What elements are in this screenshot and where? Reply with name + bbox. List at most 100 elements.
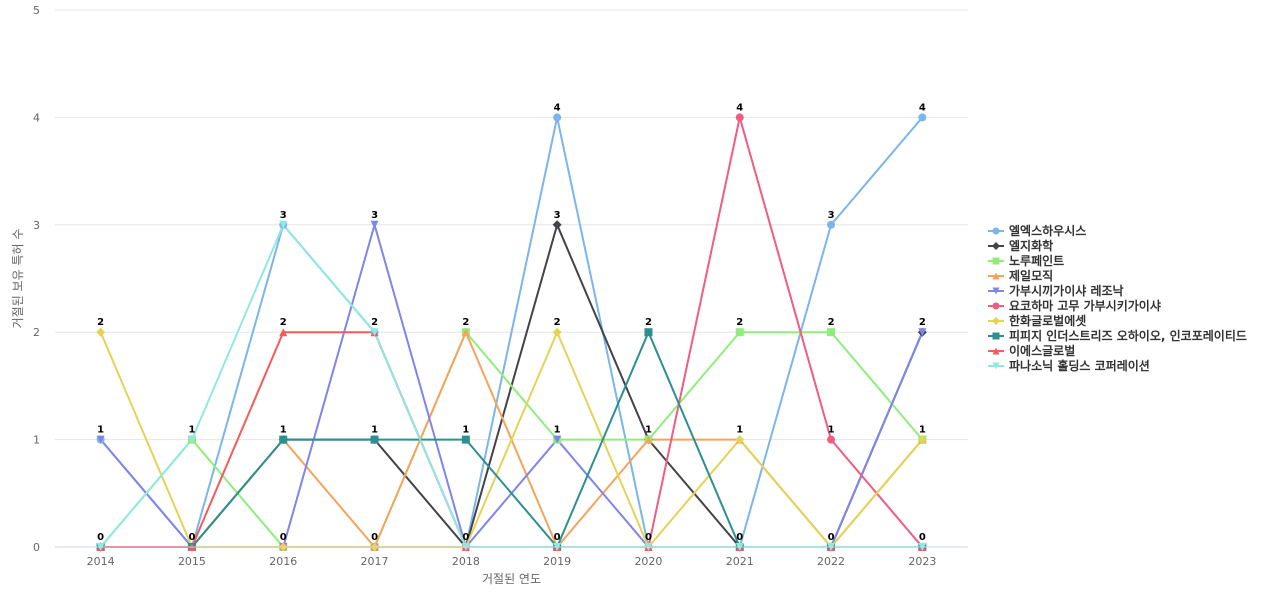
legend-item[interactable]: 엘지화학 xyxy=(988,238,1053,253)
data-label: 2 xyxy=(919,317,926,328)
data-point[interactable] xyxy=(735,328,744,337)
data-point[interactable] xyxy=(370,220,379,229)
y-axis-title: 거절된 보유 특허 수 xyxy=(11,229,25,329)
data-point[interactable] xyxy=(918,113,927,122)
data-label: 1 xyxy=(462,425,469,436)
data-point[interactable] xyxy=(370,435,379,444)
x-axis-title: 거절된 연도 xyxy=(482,572,541,586)
data-label: 2 xyxy=(828,317,835,328)
y-tick-label: 0 xyxy=(33,541,40,554)
x-tick-label: 2020 xyxy=(634,555,662,568)
legend-label: 제일모직 xyxy=(1009,268,1053,283)
data-label: 2 xyxy=(645,317,652,328)
x-tick-label: 2021 xyxy=(726,555,754,568)
legend-label: 한화글로벌에셋 xyxy=(1009,313,1086,328)
data-label: 4 xyxy=(554,102,561,113)
legend-label: 요코하마 고무 가부시키가이샤 xyxy=(1009,298,1161,313)
data-point[interactable] xyxy=(279,328,288,337)
data-label: 0 xyxy=(828,532,835,543)
data-point[interactable] xyxy=(827,435,836,444)
legend-item[interactable]: 요코하마 고무 가부시키가이샤 xyxy=(988,298,1161,313)
y-tick-label: 4 xyxy=(33,111,40,124)
data-point[interactable] xyxy=(96,435,105,444)
legend-marker[interactable] xyxy=(992,257,1000,265)
data-point[interactable] xyxy=(827,220,836,229)
legend-label: 피피지 인더스트리즈 오하이오, 인코포레이티드 xyxy=(1009,328,1247,343)
data-label: 1 xyxy=(919,425,926,436)
data-point[interactable] xyxy=(553,113,562,122)
data-point[interactable] xyxy=(461,435,470,444)
data-point[interactable] xyxy=(827,328,836,337)
data-point[interactable] xyxy=(279,220,288,229)
legend-marker[interactable] xyxy=(992,347,1000,355)
data-point[interactable] xyxy=(644,328,653,337)
data-label: 4 xyxy=(736,102,743,113)
data-label: 3 xyxy=(371,210,378,221)
legend-marker[interactable] xyxy=(992,227,1000,235)
data-point[interactable] xyxy=(370,328,379,337)
data-point[interactable] xyxy=(735,435,745,445)
data-point[interactable] xyxy=(644,435,653,444)
data-label: 1 xyxy=(280,425,287,436)
data-label: 1 xyxy=(371,425,378,436)
data-label: 0 xyxy=(462,532,469,543)
x-tick-label: 2015 xyxy=(178,555,206,568)
legend-item[interactable]: 노루페인트 xyxy=(988,253,1064,268)
data-point[interactable] xyxy=(735,113,744,122)
data-label: 1 xyxy=(736,425,743,436)
legend-label: 엘엑스하우시스 xyxy=(1009,223,1086,238)
x-tick-label: 2023 xyxy=(908,555,936,568)
legend-marker[interactable] xyxy=(992,317,1000,325)
data-point[interactable] xyxy=(96,327,106,337)
data-point[interactable] xyxy=(552,220,562,230)
data-point[interactable] xyxy=(187,435,196,444)
legend-item[interactable]: 이에스글로벌 xyxy=(988,343,1075,358)
data-label: 3 xyxy=(828,210,835,221)
data-label: 4 xyxy=(919,102,926,113)
legend-item[interactable]: 한화글로벌에셋 xyxy=(988,313,1086,328)
data-point[interactable] xyxy=(461,328,470,337)
legend-label: 엘지화학 xyxy=(1009,238,1053,253)
x-tick-label: 2014 xyxy=(87,555,115,568)
data-label: 0 xyxy=(280,532,287,543)
grid-lines xyxy=(55,9,968,548)
legend-marker[interactable] xyxy=(992,302,1000,310)
legend-marker[interactable] xyxy=(992,272,1000,280)
data-label: 0 xyxy=(736,532,743,543)
data-point[interactable] xyxy=(279,435,288,444)
data-label: 1 xyxy=(97,425,104,436)
data-label: 1 xyxy=(188,425,195,436)
data-point[interactable] xyxy=(917,435,927,445)
legend-marker[interactable] xyxy=(992,287,1000,295)
legend-label: 노루페인트 xyxy=(1009,253,1064,268)
data-point[interactable] xyxy=(552,327,562,337)
x-tick-label: 2018 xyxy=(452,555,480,568)
y-tick-label: 3 xyxy=(33,219,40,232)
data-label: 2 xyxy=(554,317,561,328)
data-point[interactable] xyxy=(918,328,927,337)
data-label: 3 xyxy=(280,210,287,221)
legend-item[interactable]: 파나소닉 홀딩스 코퍼레이션 xyxy=(988,358,1150,373)
data-label: 1 xyxy=(645,425,652,436)
legend-marker[interactable] xyxy=(992,362,1000,370)
legend-label: 파나소닉 홀딩스 코퍼레이션 xyxy=(1009,358,1150,373)
y-tick-label: 2 xyxy=(33,326,40,339)
series-line[interactable] xyxy=(99,116,924,551)
data-label: 0 xyxy=(554,532,561,543)
data-label: 1 xyxy=(828,425,835,436)
legend-item[interactable]: 피피지 인더스트리즈 오하이오, 인코포레이티드 xyxy=(988,328,1247,343)
legend-item[interactable]: 엘엑스하우시스 xyxy=(988,223,1086,238)
legend-marker[interactable] xyxy=(992,332,1000,340)
legend-item[interactable]: 가부시끼가이샤 레조낙 xyxy=(988,283,1124,298)
data-label: 0 xyxy=(371,532,378,543)
data-label: 0 xyxy=(919,532,926,543)
legend-label: 가부시끼가이샤 레조낙 xyxy=(1009,283,1124,298)
data-labels: 2 1 0 1 0 3 2 1 0 3 2 1 0 2 1 0 4 3 2 1 0 2 1 0 4 2 1 0 3 2 1 0 4 2 1 0 xyxy=(97,102,926,543)
legend-marker[interactable] xyxy=(992,242,1000,250)
data-point[interactable] xyxy=(553,435,562,444)
data-label: 2 xyxy=(736,317,743,328)
legend-item[interactable]: 제일모직 xyxy=(988,268,1053,283)
data-label: 3 xyxy=(554,210,561,221)
